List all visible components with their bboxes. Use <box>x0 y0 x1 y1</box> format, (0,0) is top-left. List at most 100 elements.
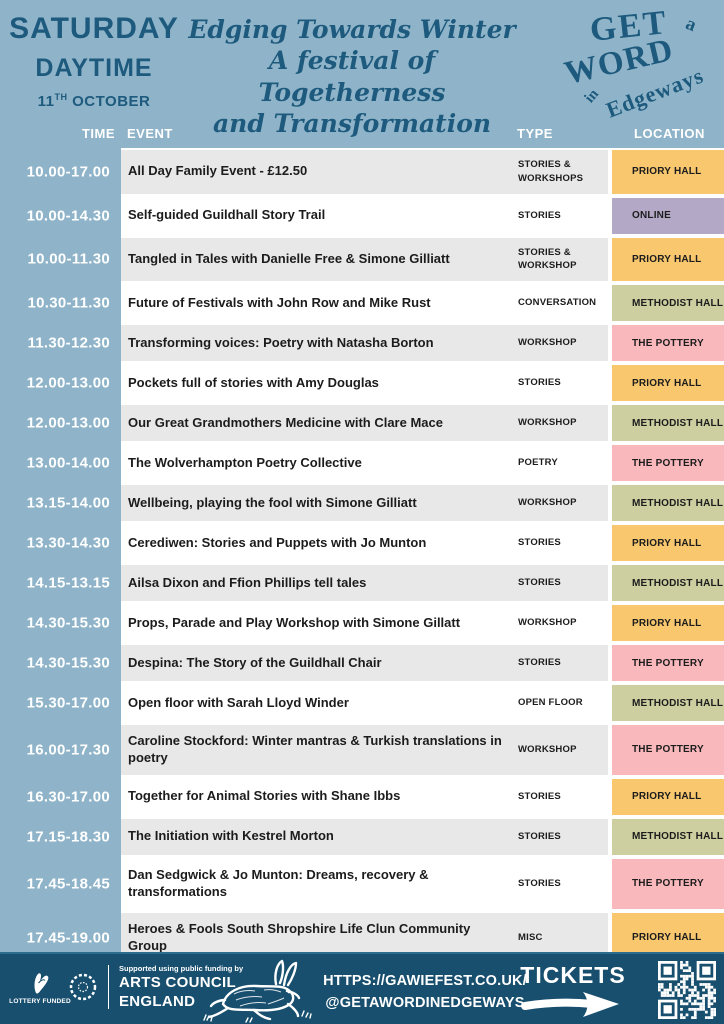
event-title: The Initiation with Kestrel Morton <box>128 828 334 844</box>
event-type-label: WORKSHOP <box>518 497 577 509</box>
event-type-label: POETRY <box>518 457 558 469</box>
website-links: HTTPS://GAWIEFEST.CO.UK/ @GETAWORDINEDGE… <box>320 970 530 1015</box>
schedule-row: 14.30-15.30 Despina: The Story of the Gu… <box>27 645 724 682</box>
schedule-row: 11.30-12.30 Transforming voices: Poetry … <box>27 325 724 362</box>
event-type-label: STORIES & WORKSHOP <box>518 246 577 272</box>
event-title: Caroline Stockford: Winter mantras & Tur… <box>128 733 502 765</box>
event-title: The Wolverhampton Poetry Collective <box>128 454 362 470</box>
time-cell: 10.00-11.30 <box>27 250 110 268</box>
event-type-cell: Ailsa Dixon and Ffion Phillips tell tale… <box>121 565 608 602</box>
event-type-label: STORIES <box>518 377 561 389</box>
qr-code <box>658 961 716 1019</box>
location-cell: PRIORY HALL <box>612 150 724 194</box>
schedule-row: 10.00-14.30 Self-guided Guildhall Story … <box>27 197 724 234</box>
location-cell: METHODIST HALL <box>612 485 724 522</box>
column-header-event: EVENT <box>127 126 173 141</box>
column-gap <box>608 685 612 722</box>
lottery-funded-label: LOTTERY FUNDED <box>9 997 71 1005</box>
event-title: Pockets full of stories with Amy Douglas <box>128 374 379 390</box>
tickets-callout: TICKETS <box>518 962 628 1024</box>
column-gap <box>608 525 612 562</box>
location-cell: METHODIST HALL <box>612 285 724 322</box>
time-cell: 11.30-12.30 <box>27 334 110 352</box>
supported-by-label: Supported using public funding by <box>119 964 244 973</box>
location-cell: THE POTTERY <box>612 645 724 682</box>
event-title: Despina: The Story of the Guildhall Chai… <box>128 654 382 670</box>
schedule-row: 10.00-11.30 Tangled in Tales with Daniel… <box>27 237 724 282</box>
event-type-cell: The Wolverhampton Poetry Collective POET… <box>121 445 608 482</box>
column-gap <box>608 197 612 234</box>
time-cell: 14.30-15.30 <box>26 614 110 632</box>
website-url: HTTPS://GAWIEFEST.CO.UK/ <box>323 973 527 989</box>
event-type-cell: Wellbeing, playing the fool with Simone … <box>121 485 608 522</box>
event-title: Open floor with Sarah Lloyd Winder <box>128 694 349 710</box>
location-cell: PRIORY HALL <box>612 365 724 402</box>
hare-illustration <box>203 959 312 1023</box>
event-type-label: STORIES <box>518 577 561 589</box>
event-type-cell: Self-guided Guildhall Story Trail STORIE… <box>121 197 608 234</box>
column-gap <box>608 325 612 362</box>
column-gap <box>608 445 612 482</box>
location-cell: METHODIST HALL <box>612 818 724 855</box>
column-gap <box>608 778 612 815</box>
column-header-location: LOCATION <box>634 126 705 141</box>
location-cell: PRIORY HALL <box>612 237 724 282</box>
festival-tagline: Edging Towards Winter A festival of Toge… <box>182 14 522 139</box>
event-title: Our Great Grandmothers Medicine with Cla… <box>128 414 443 430</box>
event-type-cell: Together for Animal Stories with Shane I… <box>121 778 608 815</box>
schedule-row: 10.30-11.30 Future of Festivals with Joh… <box>27 285 724 322</box>
time-cell: 15.30-17.00 <box>26 694 110 712</box>
time-cell: 17.45-19.00 <box>26 929 110 947</box>
time-cell: 13.00-14.00 <box>26 454 110 472</box>
column-header-time: TIME <box>81 126 115 141</box>
column-gap <box>608 858 612 909</box>
time-cell: 12.00-13.00 <box>26 374 110 392</box>
time-cell: 14.30-15.30 <box>26 654 110 672</box>
event-type-label: WORKSHOP <box>518 744 577 756</box>
column-gap <box>608 912 612 963</box>
time-cell: 10.30-11.30 <box>27 294 110 312</box>
event-title: Transforming voices: Poetry with Natasha… <box>128 334 434 350</box>
event-type-cell: All Day Family Event - £12.50 STORIES & … <box>121 150 608 194</box>
arts-council-line2: ENGLAND <box>119 992 196 1010</box>
time-cell: 16.00-17.30 <box>26 741 110 759</box>
crossed-fingers-icon <box>34 972 49 994</box>
column-gap <box>608 237 612 282</box>
schedule-row: 13.30-14.30 Cerediwen: Stories and Puppe… <box>27 525 724 562</box>
event-type-label: STORIES <box>518 537 561 549</box>
location-cell: THE POTTERY <box>612 858 724 909</box>
event-type-cell: Dan Sedgwick & Jo Munton: Dreams, recove… <box>121 858 608 909</box>
location-cell: THE POTTERY <box>612 445 724 482</box>
time-cell: 17.45-18.45 <box>26 875 110 893</box>
time-cell: 10.00-14.30 <box>26 207 110 225</box>
schedule-row: 13.00-14.00 The Wolverhampton Poetry Col… <box>27 445 724 482</box>
event-title: Future of Festivals with John Row and Mi… <box>128 294 431 310</box>
arts-council-text: Supported using public funding by ARTS C… <box>119 964 243 1010</box>
schedule-row: 14.15-13.15 Ailsa Dixon and Ffion Philli… <box>27 565 724 602</box>
tagline-line1: Edging Towards Winter <box>188 15 516 44</box>
column-gap <box>608 285 612 322</box>
event-type-label: OPEN FLOOR <box>518 697 583 709</box>
event-title: Ailsa Dixon and Ffion Phillips tell tale… <box>128 574 367 590</box>
column-gap <box>608 605 612 642</box>
location-cell: PRIORY HALL <box>612 605 724 642</box>
schedule-row: 14.30-15.30 Props, Parade and Play Works… <box>27 605 724 642</box>
schedule-row: 15.30-17.00 Open floor with Sarah Lloyd … <box>27 685 724 722</box>
column-gap <box>608 725 612 775</box>
schedule-table: 10.00-17.00 All Day Family Event - £12.5… <box>27 150 724 966</box>
time-cell: 12.00-13.00 <box>26 414 110 432</box>
schedule-row: 17.45-18.45 Dan Sedgwick & Jo Munton: Dr… <box>27 858 724 909</box>
period-title: DAYTIME <box>35 54 153 82</box>
event-type-label: WORKSHOP <box>518 337 577 349</box>
schedule-row: 17.15-18.30 The Initiation with Kestrel … <box>27 818 724 855</box>
event-type-label: STORIES <box>518 209 561 221</box>
arts-council-block: LOTTERY FUNDED Supported using public fu… <box>9 964 243 1010</box>
time-cell: 14.15-13.15 <box>26 574 110 592</box>
event-type-label: CONVERSATION <box>518 297 597 309</box>
logo-word-a: a <box>682 13 700 37</box>
event-type-label: STORIES <box>518 830 561 842</box>
column-gap <box>608 365 612 402</box>
column-gap <box>608 405 612 442</box>
event-type-label: WORKSHOP <box>518 417 577 429</box>
time-cell: 10.00-17.00 <box>26 163 110 181</box>
